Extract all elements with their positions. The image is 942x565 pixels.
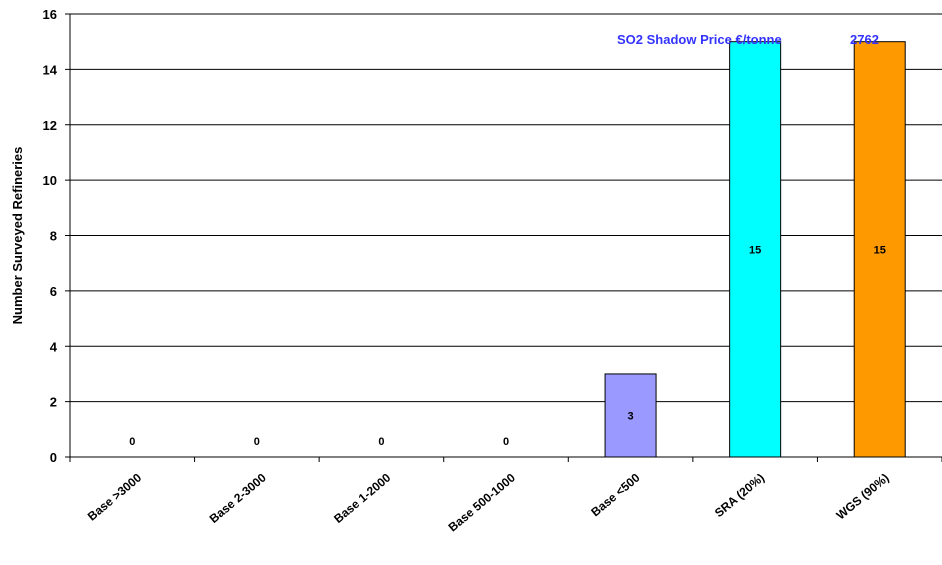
bar-4 <box>604 373 657 458</box>
y-tick-labels: 0 2 4 6 8 10 12 14 16 <box>43 7 70 465</box>
y-tick-label: 4 <box>50 339 58 354</box>
x-tick-label: Base >3000 <box>85 470 145 523</box>
shadow-price-value: 2762 <box>850 32 879 47</box>
bar-5 <box>729 41 782 458</box>
data-label: 15 <box>749 244 761 256</box>
gridlines <box>70 13 942 403</box>
y-tick-label: 6 <box>50 284 57 299</box>
x-tick-label: SRA (20%) <box>712 471 767 520</box>
y-tick-label: 12 <box>43 118 57 133</box>
y-tick-label: 14 <box>43 62 58 77</box>
y-axis-title: Number Surveyed Refineries <box>10 147 25 325</box>
data-label: 3 <box>628 410 634 422</box>
x-tick-label: Base 2-3000 <box>207 470 269 526</box>
y-tick-label: 8 <box>50 229 57 244</box>
data-label: 0 <box>378 436 384 448</box>
y-tick-label: 2 <box>50 395 57 410</box>
y-tick-label: 0 <box>50 450 57 465</box>
y-tick-label: 16 <box>43 7 57 22</box>
data-label: 15 <box>874 244 886 256</box>
data-label: 0 <box>503 436 509 448</box>
x-tick-labels: Base >3000 Base 2-3000 Base 1-2000 Base 500… <box>69 457 942 534</box>
x-tick-label: Base 1-2000 <box>331 470 393 526</box>
x-tick-label: Base 500-1000 <box>446 470 519 534</box>
data-labels: 0 0 0 0 3 15 15 <box>129 244 886 448</box>
x-tick-label: WGS (90%) <box>834 471 892 523</box>
bars <box>604 41 906 458</box>
data-label: 0 <box>254 436 260 448</box>
bar-6 <box>853 41 906 458</box>
x-tick-label: Base <500 <box>588 470 642 519</box>
y-tick-label: 10 <box>43 173 57 188</box>
shadow-price-label: SO2 Shadow Price €/tonne <box>617 32 782 47</box>
data-label: 0 <box>129 436 135 448</box>
